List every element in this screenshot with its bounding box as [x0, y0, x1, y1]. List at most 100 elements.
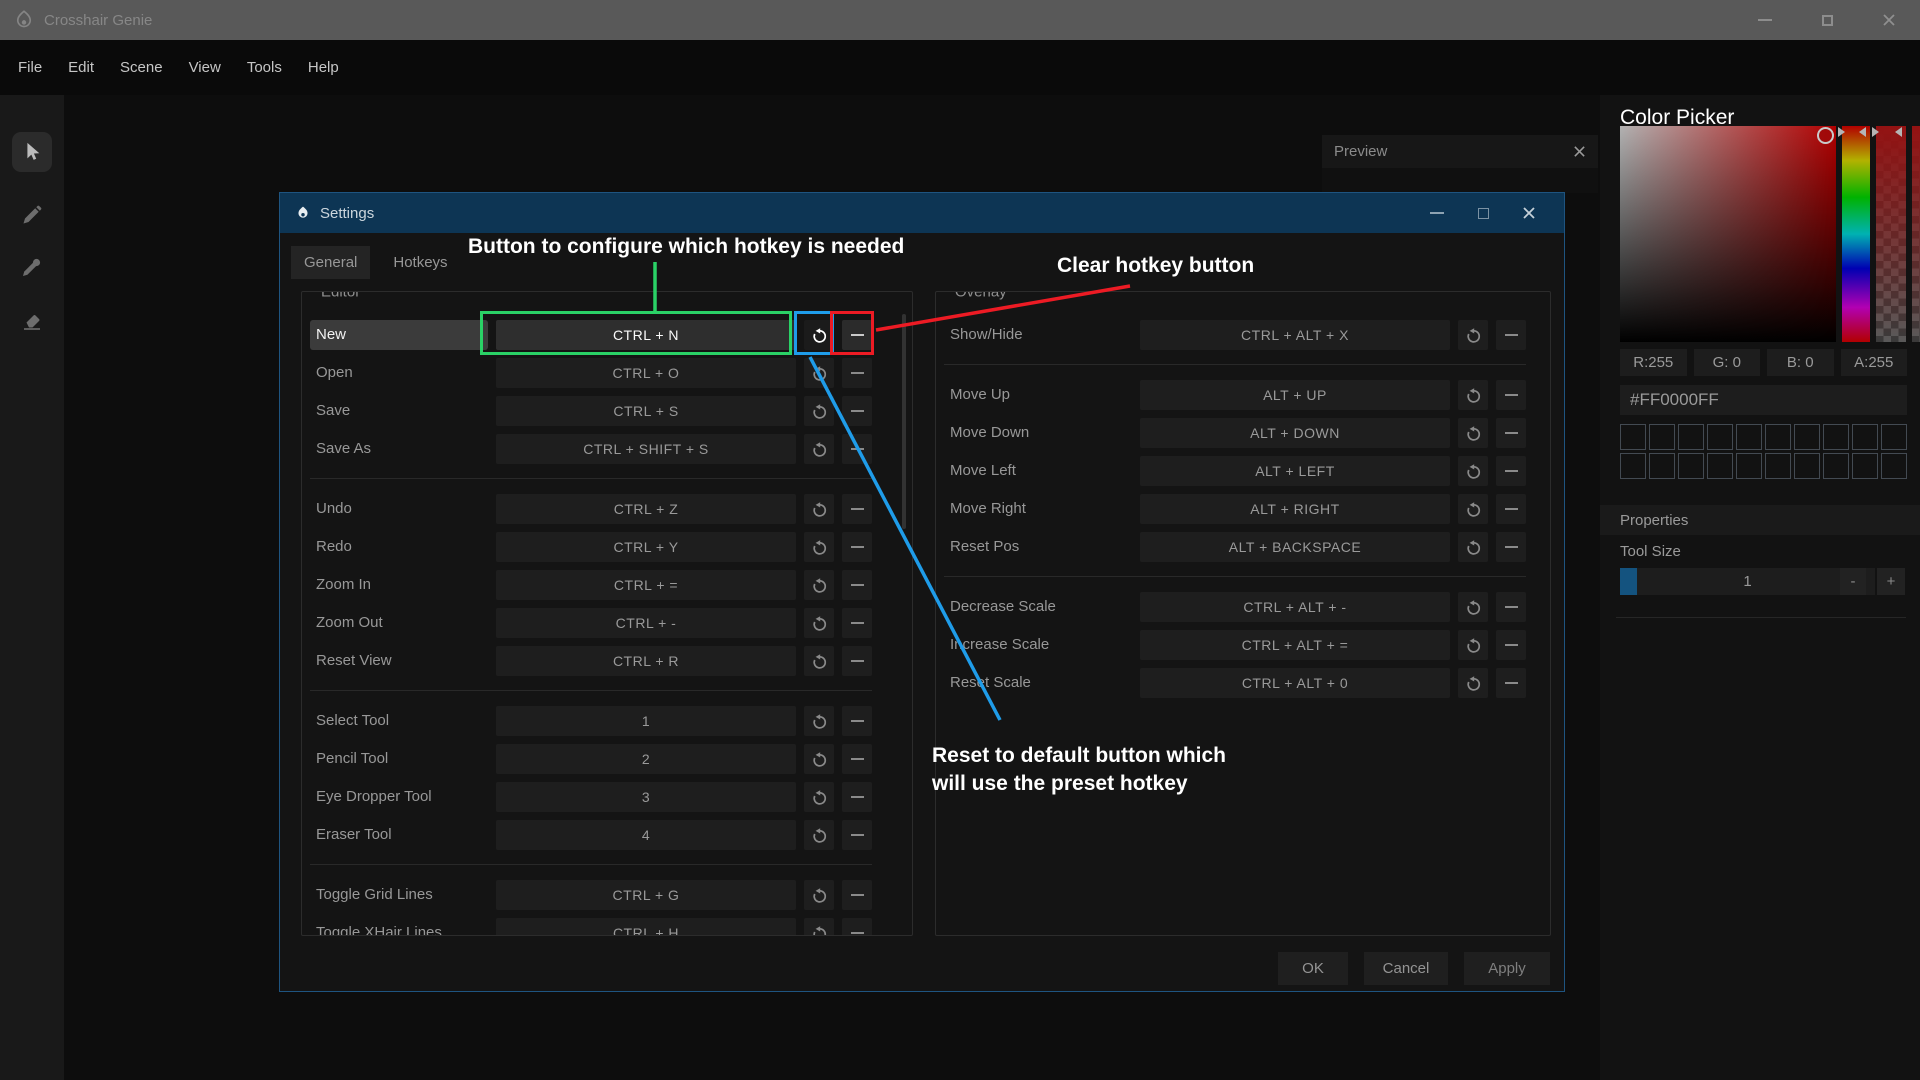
hue-slider-right-arrow-icon[interactable]: [1859, 127, 1866, 137]
reset-hotkey-button[interactable]: [1458, 532, 1488, 562]
clear-hotkey-button[interactable]: [842, 608, 872, 638]
settings-tab[interactable]: Hotkeys: [393, 254, 448, 271]
reset-hotkey-button[interactable]: [804, 494, 834, 524]
reset-hotkey-button[interactable]: [1458, 320, 1488, 350]
color-swatch[interactable]: [1852, 453, 1878, 479]
color-swatch[interactable]: [1678, 453, 1704, 479]
clear-hotkey-button[interactable]: [1496, 630, 1526, 660]
menu-item[interactable]: Scene: [120, 59, 163, 76]
color-swatch[interactable]: [1707, 453, 1733, 479]
maximize-button[interactable]: [1796, 0, 1858, 40]
color-swatch[interactable]: [1823, 424, 1849, 450]
color-swatch[interactable]: [1881, 424, 1907, 450]
menu-item[interactable]: Help: [307, 59, 339, 76]
rgba-field[interactable]: A:255: [1840, 349, 1907, 376]
hotkey-assign-button[interactable]: 2: [496, 744, 796, 774]
reset-hotkey-button[interactable]: [804, 320, 834, 350]
hotkey-assign-button[interactable]: 1: [496, 706, 796, 736]
hotkey-assign-button[interactable]: CTRL + Y: [496, 532, 796, 562]
color-swatch[interactable]: [1852, 424, 1878, 450]
hotkey-assign-button[interactable]: ALT + BACKSPACE: [1140, 532, 1450, 562]
clear-hotkey-button[interactable]: [1496, 494, 1526, 524]
color-swatch[interactable]: [1736, 424, 1762, 450]
clear-hotkey-button[interactable]: [842, 820, 872, 850]
settings-tab[interactable]: General: [291, 246, 371, 279]
tool-size-increase-button[interactable]: +: [1877, 568, 1905, 595]
clear-hotkey-button[interactable]: [1496, 532, 1526, 562]
hue-bar[interactable]: [1842, 126, 1870, 342]
hotkey-assign-button[interactable]: ALT + UP: [1140, 380, 1450, 410]
alpha-bar[interactable]: [1876, 126, 1906, 342]
dialog-minimize-button[interactable]: [1414, 193, 1460, 233]
alpha-slider-left-arrow-icon[interactable]: [1872, 127, 1879, 137]
hotkey-assign-button[interactable]: ALT + LEFT: [1140, 456, 1450, 486]
hotkey-assign-button[interactable]: ALT + RIGHT: [1140, 494, 1450, 524]
reset-hotkey-button[interactable]: [804, 782, 834, 812]
minimize-button[interactable]: [1734, 0, 1796, 40]
hotkey-assign-button[interactable]: CTRL + ALT + -: [1140, 592, 1450, 622]
clear-hotkey-button[interactable]: [842, 396, 872, 426]
reset-hotkey-button[interactable]: [1458, 456, 1488, 486]
hotkey-assign-button[interactable]: CTRL + H: [496, 918, 796, 935]
hotkey-list-scrollbar[interactable]: [902, 314, 906, 529]
hotkey-assign-button[interactable]: CTRL + ALT + 0: [1140, 668, 1450, 698]
pencil-tool-button[interactable]: [12, 195, 52, 235]
menu-item[interactable]: Edit: [68, 59, 95, 76]
hotkey-assign-button[interactable]: CTRL + ALT + X: [1140, 320, 1450, 350]
reset-hotkey-button[interactable]: [1458, 494, 1488, 524]
clear-hotkey-button[interactable]: [1496, 668, 1526, 698]
clear-hotkey-button[interactable]: [1496, 592, 1526, 622]
color-swatch[interactable]: [1881, 453, 1907, 479]
reset-hotkey-button[interactable]: [804, 570, 834, 600]
clear-hotkey-button[interactable]: [842, 782, 872, 812]
reset-hotkey-button[interactable]: [804, 880, 834, 910]
color-swatch[interactable]: [1794, 453, 1820, 479]
reset-hotkey-button[interactable]: [804, 744, 834, 774]
alpha-slider-right-arrow-icon[interactable]: [1895, 127, 1902, 137]
menu-item[interactable]: Tools: [246, 59, 282, 76]
hotkey-assign-button[interactable]: 4: [496, 820, 796, 850]
hue-slider-left-arrow-icon[interactable]: [1838, 127, 1845, 137]
hotkey-assign-button[interactable]: CTRL + Z: [496, 494, 796, 524]
color-swatch[interactable]: [1649, 453, 1675, 479]
reset-hotkey-button[interactable]: [1458, 592, 1488, 622]
clear-hotkey-button[interactable]: [842, 706, 872, 736]
tool-size-slider[interactable]: 1: [1620, 568, 1875, 595]
clear-hotkey-button[interactable]: [842, 570, 872, 600]
color-swatch[interactable]: [1823, 453, 1849, 479]
menu-item[interactable]: File: [18, 59, 43, 76]
eyedropper-tool-button[interactable]: [12, 247, 52, 287]
color-swatch[interactable]: [1736, 453, 1762, 479]
rgba-field[interactable]: G: 0: [1693, 349, 1760, 376]
color-swatch[interactable]: [1620, 453, 1646, 479]
reset-hotkey-button[interactable]: [804, 706, 834, 736]
reset-hotkey-button[interactable]: [1458, 380, 1488, 410]
color-swatch[interactable]: [1678, 424, 1704, 450]
clear-hotkey-button[interactable]: [1496, 456, 1526, 486]
preview-close-icon[interactable]: [1573, 145, 1586, 158]
saturation-value-square[interactable]: [1620, 126, 1836, 342]
clear-hotkey-button[interactable]: [842, 532, 872, 562]
color-swatch[interactable]: [1707, 424, 1733, 450]
color-swatch[interactable]: [1765, 424, 1791, 450]
dialog-close-button[interactable]: [1506, 193, 1552, 233]
close-button[interactable]: [1858, 0, 1920, 40]
reset-hotkey-button[interactable]: [1458, 630, 1488, 660]
reset-hotkey-button[interactable]: [804, 918, 834, 935]
tool-size-decrease-button[interactable]: -: [1840, 568, 1866, 595]
reset-hotkey-button[interactable]: [804, 396, 834, 426]
hotkey-assign-button[interactable]: CTRL + N: [496, 320, 796, 350]
rgba-field[interactable]: B: 0: [1767, 349, 1834, 376]
hotkey-assign-button[interactable]: CTRL + -: [496, 608, 796, 638]
ok-button[interactable]: OK: [1278, 952, 1348, 985]
sv-selector-handle[interactable]: [1817, 127, 1834, 144]
menu-item[interactable]: View: [188, 59, 221, 76]
clear-hotkey-button[interactable]: [842, 358, 872, 388]
hex-color-field[interactable]: #FF0000FF: [1620, 385, 1907, 415]
reset-hotkey-button[interactable]: [804, 358, 834, 388]
reset-hotkey-button[interactable]: [804, 532, 834, 562]
hotkey-assign-button[interactable]: CTRL + =: [496, 570, 796, 600]
reset-hotkey-button[interactable]: [1458, 668, 1488, 698]
hotkey-assign-button[interactable]: ALT + DOWN: [1140, 418, 1450, 448]
clear-hotkey-button[interactable]: [1496, 418, 1526, 448]
